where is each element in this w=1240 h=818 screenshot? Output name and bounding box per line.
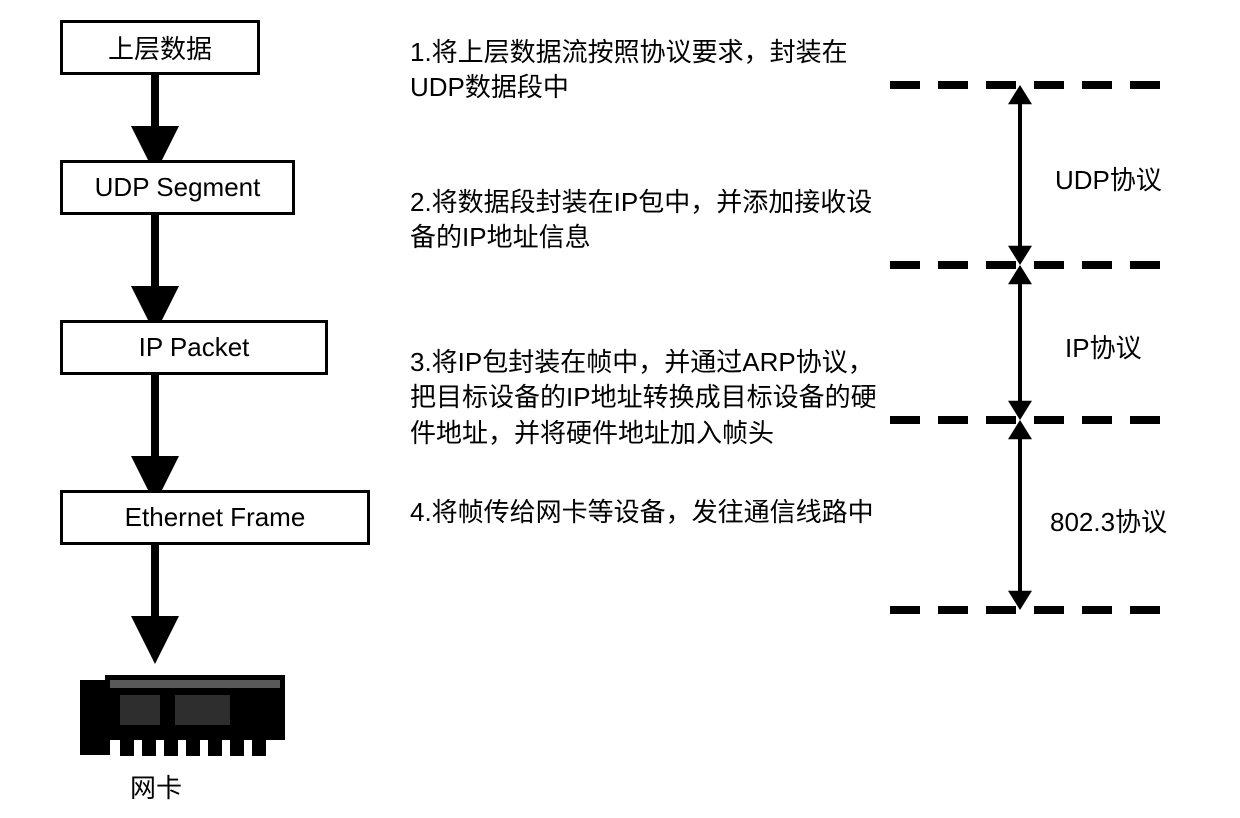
nic-icon — [80, 650, 290, 760]
description-step-4: 4.将帧传给网卡等设备，发往通信线路中 — [410, 495, 880, 530]
nic-label: 网卡 — [130, 768, 182, 805]
protocol-label-2: 802.3协议 — [1050, 502, 1167, 539]
flow-node-n0: 上层数据 — [60, 20, 260, 75]
protocol-label-0: UDP协议 — [1055, 160, 1162, 197]
descriptions-column: 1.将上层数据流按照协议要求，封装在UDP数据段中 2.将数据段封装在IP包中，并… — [400, 10, 880, 808]
protocol-label-1: IP协议 — [1065, 328, 1142, 365]
description-step-3: 3.将IP包封装在帧中，并通过ARP协议，把目标设备的IP地址转换成目标设备的硬… — [410, 345, 880, 450]
description-step-2: 2.将数据段封装在IP包中，并添加接收设备的IP地址信息 — [410, 185, 880, 255]
flow-node-n3: Ethernet Frame — [60, 490, 370, 545]
flowchart-column: 上层数据 UDP Segment IP Packet Ethernet Frame 网… — [30, 10, 400, 808]
flow-node-n2: IP Packet — [60, 320, 328, 375]
protocol-column: UDP协议 IP协议 802.3协议 — [880, 10, 1190, 808]
description-step-1: 1.将上层数据流按照协议要求，封装在UDP数据段中 — [410, 35, 880, 105]
flow-node-n1: UDP Segment — [60, 160, 295, 215]
